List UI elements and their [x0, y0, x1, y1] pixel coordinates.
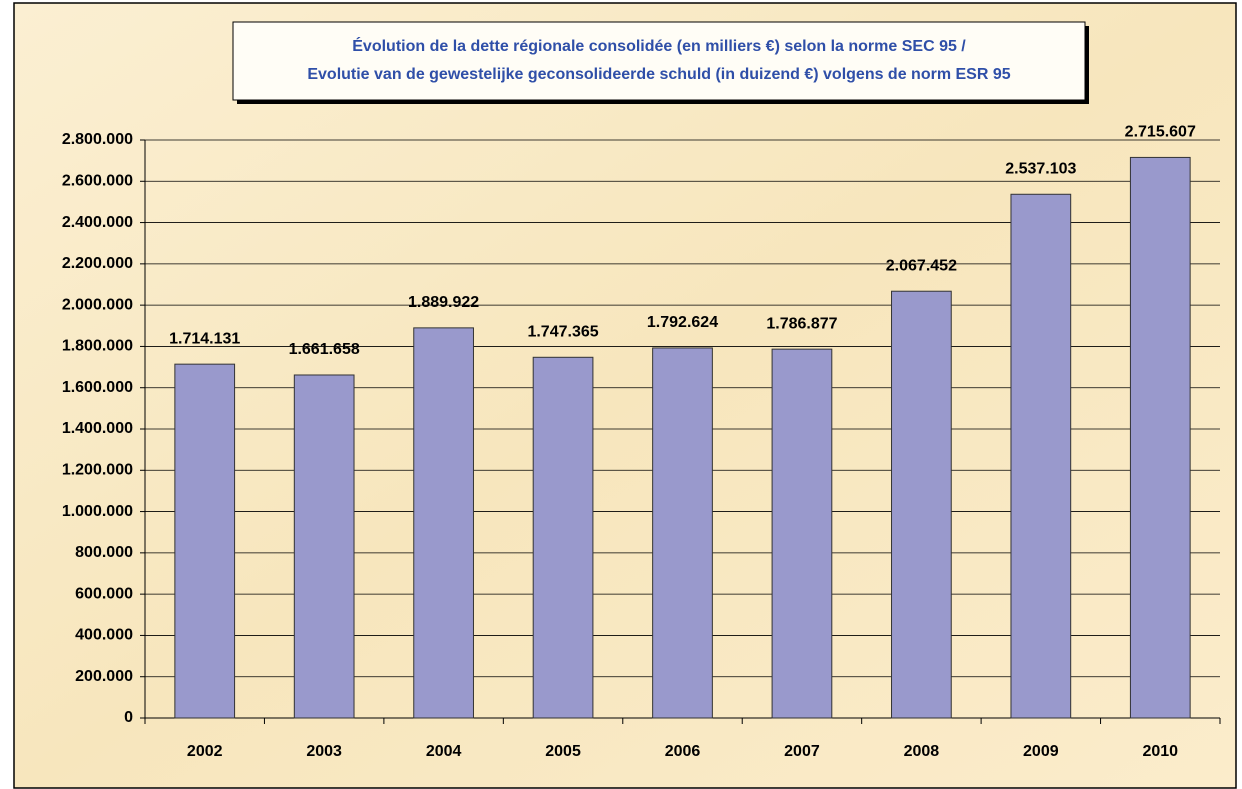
y-tick-label: 800.000: [75, 544, 133, 561]
chart-title: Evolutie van de gewestelijke geconsolide…: [307, 66, 1010, 83]
bar: [293, 374, 355, 719]
y-tick-label: 1.000.000: [62, 503, 133, 520]
y-tick-label: 1.800.000: [62, 338, 133, 355]
bar: [891, 290, 952, 719]
x-tick-label: 2007: [784, 743, 820, 760]
value-label: 2.067.452: [886, 257, 957, 274]
y-tick-label: 2.200.000: [62, 255, 133, 272]
bar: [532, 356, 594, 719]
x-tick-label: 2006: [665, 743, 701, 760]
x-tick-label: 2005: [545, 743, 581, 760]
x-tick-label: 2010: [1142, 743, 1178, 760]
y-tick-label: 1.600.000: [62, 379, 133, 396]
bar: [1010, 193, 1072, 719]
bar: [652, 347, 713, 719]
y-tick-label: 1.400.000: [62, 420, 133, 437]
y-tick-label: 1.200.000: [62, 462, 133, 479]
bar: [174, 363, 236, 719]
value-label: 1.714.131: [169, 330, 240, 347]
y-tick-label: 2.600.000: [62, 173, 133, 190]
bar: [1129, 156, 1191, 719]
value-label: 1.889.922: [408, 294, 479, 311]
y-tick-label: 2.000.000: [62, 296, 133, 313]
chart-title: Évolution de la dette régionale consolid…: [352, 36, 966, 55]
y-tick-label: 0: [124, 709, 133, 726]
bar: [413, 327, 474, 719]
x-tick-label: 2003: [306, 743, 342, 760]
x-tick-label: 2008: [904, 743, 940, 760]
y-tick-label: 2.800.000: [62, 131, 133, 148]
value-label: 2.537.103: [1005, 160, 1076, 177]
value-label: 1.747.365: [527, 324, 598, 341]
value-label: 1.786.877: [766, 315, 837, 332]
x-tick-label: 2004: [426, 743, 462, 760]
value-label: 1.792.624: [647, 314, 718, 331]
value-label: 1.661.658: [289, 341, 360, 358]
y-tick-label: 400.000: [75, 627, 133, 644]
bar: [771, 348, 833, 719]
y-tick-label: 2.400.000: [62, 214, 133, 231]
y-tick-label: 600.000: [75, 585, 133, 602]
title-box: [232, 21, 1086, 101]
y-tick-label: 200.000: [75, 668, 133, 685]
value-label: 2.715.607: [1125, 124, 1196, 141]
x-tick-label: 2002: [187, 743, 223, 760]
x-tick-label: 2009: [1023, 743, 1059, 760]
